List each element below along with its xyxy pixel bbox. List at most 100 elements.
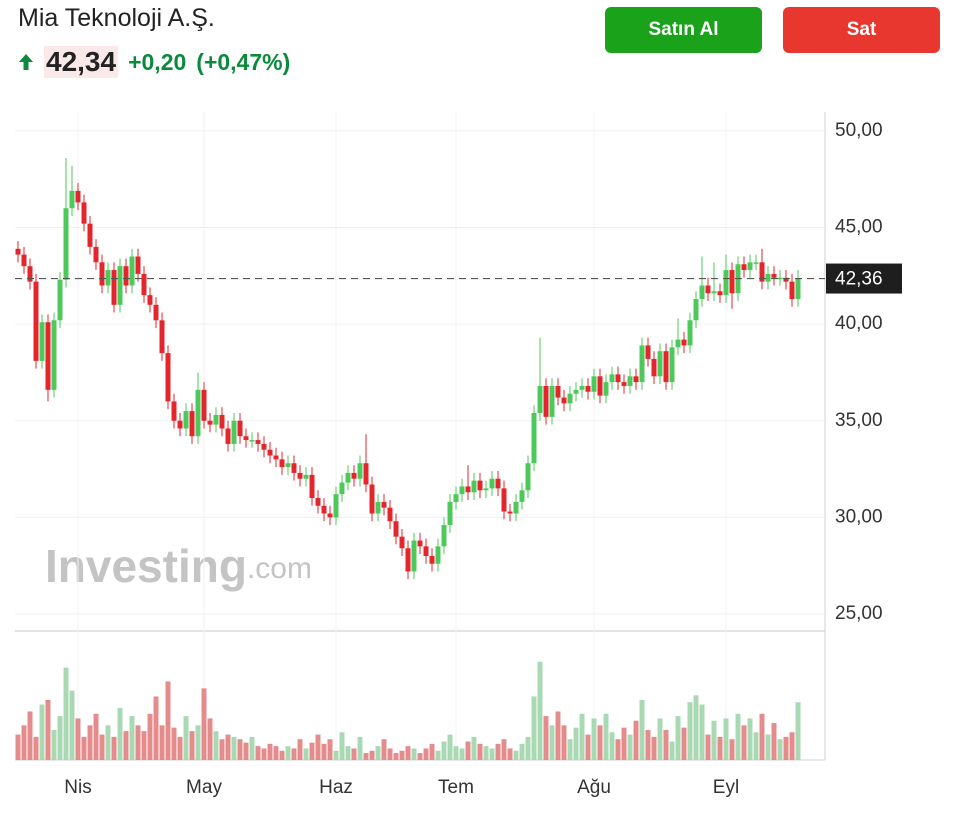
volume-bar (45, 699, 51, 760)
price-row: 42,34 +0,20 (+0,47%) (18, 46, 290, 78)
volume-bar (585, 734, 591, 760)
volume-bar (27, 711, 33, 760)
title: Mia Teknoloji A.Ş. (18, 4, 215, 32)
buy-button[interactable]: Satın Al (605, 7, 762, 53)
volume-bar (357, 736, 363, 760)
volume-bar (273, 746, 279, 760)
candle-body (375, 501, 381, 514)
candle-body (315, 498, 321, 506)
volume-bar (555, 711, 561, 760)
candle-body (369, 484, 375, 514)
volume-bar (477, 743, 483, 760)
candle-body (531, 413, 537, 464)
volume-bar (597, 725, 603, 760)
candle-body (201, 389, 207, 421)
candle-body (795, 278, 801, 300)
candle-body (321, 505, 327, 514)
volume-bar (495, 743, 501, 760)
volume-bar (459, 748, 465, 760)
candle-body (567, 393, 573, 404)
candle-body (285, 463, 291, 468)
volume-bar (297, 739, 303, 760)
volume-bar (735, 713, 741, 760)
candle-body (687, 320, 693, 346)
candle-body (519, 490, 525, 502)
volume-bar (705, 734, 711, 760)
volume-bar (21, 725, 27, 760)
volume-bar (567, 739, 573, 760)
x-tick-label: Ağu (577, 777, 611, 798)
volume-bar (723, 718, 729, 760)
candle-body (435, 546, 441, 564)
volume-bar (531, 696, 537, 760)
candle-body (333, 494, 339, 518)
volume-bar (81, 736, 87, 760)
volume-bar (195, 725, 201, 760)
volume-bar (645, 729, 651, 760)
volume-bar (765, 734, 771, 760)
candle-body (267, 449, 273, 456)
candle-body (393, 521, 399, 537)
candle-body (87, 223, 93, 247)
volume-bar (255, 746, 261, 760)
candle-body (753, 262, 759, 264)
volume-bar (171, 727, 177, 760)
candle-body (165, 353, 171, 402)
candle-body (111, 270, 117, 305)
y-tick-label: 50,00 (835, 120, 883, 141)
volume-bar (393, 753, 399, 760)
candle-body (525, 463, 531, 491)
candle-body (399, 536, 405, 549)
volume-bar (639, 699, 645, 760)
candle-body (237, 420, 243, 437)
volume-bar (399, 750, 405, 760)
candle-body (453, 494, 459, 502)
candle-body (573, 389, 579, 394)
candle-body (21, 254, 27, 267)
volume-bar (69, 690, 75, 760)
x-tick-label: May (186, 777, 222, 798)
volume-bar (261, 748, 267, 760)
volume-bar (795, 702, 801, 760)
volume-bar (447, 734, 453, 760)
candle-body (501, 488, 507, 512)
volume-bar (471, 736, 477, 760)
volume-bar (777, 739, 783, 760)
volume-bar (549, 725, 555, 760)
volume-bar (507, 748, 513, 760)
volume-bar (513, 750, 519, 760)
volume-bar (747, 718, 753, 760)
candle-body (273, 455, 279, 460)
volume-bar (465, 741, 471, 760)
candle-body (465, 486, 471, 493)
volume-bar (441, 741, 447, 760)
volume-bar (363, 753, 369, 760)
candle-body (69, 190, 75, 209)
volume-bar (699, 704, 705, 760)
candle-body (297, 472, 303, 479)
candle-body (513, 501, 519, 514)
candle-body (771, 273, 777, 278)
candle-body (585, 385, 591, 392)
candle-body (57, 279, 63, 321)
watermark: Investing.com (45, 540, 312, 592)
volume-bar (423, 748, 429, 760)
volume-bar (369, 750, 375, 760)
volume-bar (159, 725, 165, 760)
candle-body (645, 345, 651, 359)
volume-bar (237, 739, 243, 760)
volume-bar (657, 718, 663, 760)
x-tick-label: Nis (64, 777, 91, 798)
volume-bar (381, 739, 387, 760)
volume-bar (201, 688, 207, 760)
candle-body (477, 480, 483, 491)
volume-bar (663, 729, 669, 760)
candle-body (483, 488, 489, 491)
volume-bar (489, 748, 495, 760)
candle-body (669, 347, 675, 383)
sell-button[interactable]: Sat (783, 7, 940, 53)
volume-bar (75, 718, 81, 760)
candle-body (213, 414, 219, 425)
candle-body (357, 463, 363, 479)
volume-bar (207, 718, 213, 760)
